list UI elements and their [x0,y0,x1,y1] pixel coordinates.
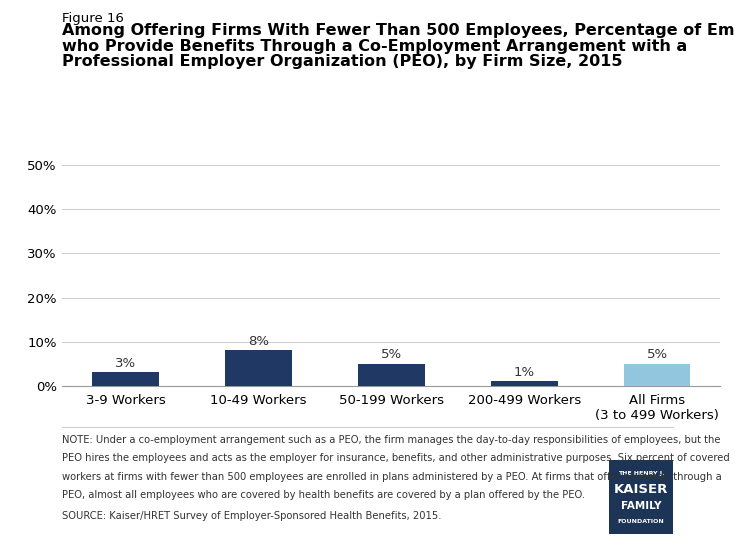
Text: SOURCE: Kaiser/HRET Survey of Employer-Sponsored Health Benefits, 2015.: SOURCE: Kaiser/HRET Survey of Employer-S… [62,511,442,521]
Text: FAMILY: FAMILY [620,501,662,511]
Bar [93,372,159,386]
Bar [491,381,558,386]
Text: PEO hires the employees and acts as the employer for insurance, benefits, and ot: PEO hires the employees and acts as the … [62,453,731,463]
Text: 1%: 1% [514,366,535,379]
Text: who Provide Benefits Through a Co-Employment Arrangement with a: who Provide Benefits Through a Co-Employ… [62,39,688,53]
Text: Among Offering Firms With Fewer Than 500 Employees, Percentage of Employers: Among Offering Firms With Fewer Than 500… [62,23,735,38]
Bar [358,364,425,386]
Text: KAISER: KAISER [614,483,668,496]
Text: Figure 16: Figure 16 [62,12,124,25]
Bar [624,364,690,386]
Text: NOTE: Under a co-employment arrangement such as a PEO, the firm manages the day-: NOTE: Under a co-employment arrangement … [62,435,721,445]
Text: Professional Employer Organization (PEO), by Firm Size, 2015: Professional Employer Organization (PEO)… [62,54,623,69]
Text: PEO, almost all employees who are covered by health benefits are covered by a pl: PEO, almost all employees who are covere… [62,490,586,500]
Text: workers at firms with fewer than 500 employees are enrolled in plans administere: workers at firms with fewer than 500 emp… [62,472,723,482]
Text: 8%: 8% [248,335,269,348]
Text: 5%: 5% [381,348,402,361]
Text: THE HENRY J.: THE HENRY J. [617,471,664,476]
Text: 5%: 5% [647,348,667,361]
Text: 3%: 3% [115,357,136,370]
Bar [225,350,292,386]
Text: FOUNDATION: FOUNDATION [617,518,664,523]
